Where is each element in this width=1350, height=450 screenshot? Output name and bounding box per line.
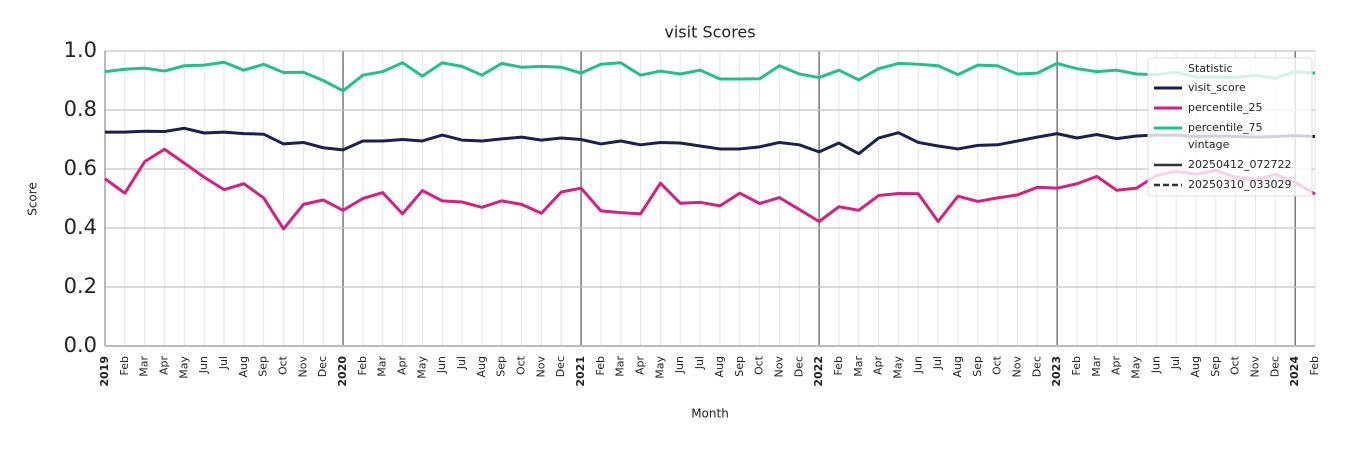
x-tick-label: May — [1129, 356, 1142, 379]
x-tick-label: Dec — [1268, 356, 1281, 377]
legend-title: Statistic — [1188, 62, 1233, 75]
x-tick-label: Apr — [634, 356, 647, 376]
x-tick-label: Aug — [237, 356, 250, 377]
x-tick-label: Feb — [1070, 356, 1083, 375]
x-tick-label: 2022 — [812, 356, 825, 387]
x-tick-label: Jul — [931, 356, 944, 370]
x-tick-label: Apr — [1110, 356, 1123, 376]
x-tick-label: Mar — [614, 356, 627, 377]
legend: Statistic visit_score percentile_25percent… — [1147, 57, 1313, 197]
x-tick-label: Oct — [991, 355, 1004, 375]
y-tick-label: 0.0 — [64, 333, 97, 357]
x-tick-label: Sep — [971, 356, 984, 377]
chart-title: visit Scores — [664, 23, 755, 42]
x-tick-label: 2023 — [1050, 356, 1063, 387]
x-tick-label: Oct — [753, 355, 766, 375]
x-tick-label: 2024 — [1288, 356, 1301, 387]
x-tick-label: Apr — [396, 356, 409, 376]
legend-label: 20250310_033029 — [1188, 178, 1291, 191]
x-tick-label: May — [891, 356, 904, 379]
x-tick-label: Mar — [852, 356, 865, 377]
y-tick-label: 0.6 — [64, 156, 97, 180]
x-tick-label: Mar — [1090, 356, 1103, 377]
x-tick-label: Feb — [1308, 356, 1321, 375]
x-tick-label: Dec — [792, 356, 805, 377]
line-series — [104, 60, 1316, 93]
x-tick-label: Jul — [693, 356, 706, 370]
legend-label: 20250412_072722 — [1188, 158, 1291, 171]
x-tick-label: Dec — [316, 356, 329, 377]
x-tick-label: Feb — [118, 356, 131, 375]
x-tick-label: Aug — [951, 356, 964, 377]
x-tick-label: Mar — [376, 356, 389, 377]
legend-label: percentile_75 — [1188, 121, 1263, 134]
x-tick-label: Feb — [832, 356, 845, 375]
x-tick-label: May — [653, 356, 666, 379]
y-axis-label: Score — [26, 182, 40, 216]
x-tick-label: Jul — [455, 356, 468, 370]
x-tick-label: Nov — [1010, 356, 1023, 378]
x-tick-label: Apr — [158, 356, 171, 376]
x-tick-label: Jun — [911, 356, 924, 374]
line-series — [104, 147, 1316, 231]
line-series — [105, 126, 1316, 156]
x-tick-label: May — [415, 356, 428, 379]
x-tick-label: Nov — [534, 356, 547, 378]
x-tick-label: Jun — [197, 356, 210, 374]
x-tick-label: Jul — [217, 356, 230, 370]
x-tick-label: Aug — [713, 356, 726, 377]
x-tick-label: 2019 — [98, 356, 111, 387]
x-tick-label: Sep — [1209, 356, 1222, 377]
x-tick-label: Nov — [772, 356, 785, 378]
legend-subtitle: vintage — [1188, 138, 1230, 151]
x-tick-label: Feb — [594, 356, 607, 375]
x-tick-label: Feb — [356, 356, 369, 375]
x-tick-label: Aug — [1189, 356, 1202, 377]
x-tick-label: Sep — [257, 356, 270, 377]
x-tick-label: Jun — [1149, 356, 1162, 374]
x-tick-label: Jun — [673, 356, 686, 374]
legend-label: percentile_25 — [1188, 101, 1263, 114]
x-tick-label: May — [177, 356, 190, 379]
x-tick-label: Sep — [495, 356, 508, 377]
y-tick-label: 0.8 — [64, 97, 97, 121]
x-tick-label: Mar — [138, 356, 151, 377]
x-tick-label: 2021 — [574, 356, 587, 387]
y-tick-label: 1.0 — [64, 38, 97, 62]
legend-box — [1147, 57, 1313, 197]
x-tick-label: Dec — [1030, 356, 1043, 377]
x-tick-label: Oct — [1229, 355, 1242, 375]
x-tick-label: Dec — [554, 356, 567, 377]
x-tick-label: Nov — [296, 356, 309, 378]
x-tick-label: Jun — [435, 356, 448, 374]
x-axis-label: Month — [691, 407, 729, 421]
x-tick-label: 2020 — [336, 356, 349, 387]
x-tick-label: Apr — [872, 356, 885, 376]
x-tick-label: Nov — [1248, 356, 1261, 378]
x-tick-label: Jul — [1169, 356, 1182, 370]
x-tick-label: Oct — [277, 355, 290, 375]
y-tick-label: 0.2 — [64, 274, 97, 298]
x-tick-label: Oct — [515, 355, 528, 375]
y-tick-label: 0.4 — [64, 215, 97, 239]
x-tick-label: Sep — [733, 356, 746, 377]
x-tick-label: Aug — [475, 356, 488, 377]
legend-label: visit_score — [1188, 81, 1246, 94]
